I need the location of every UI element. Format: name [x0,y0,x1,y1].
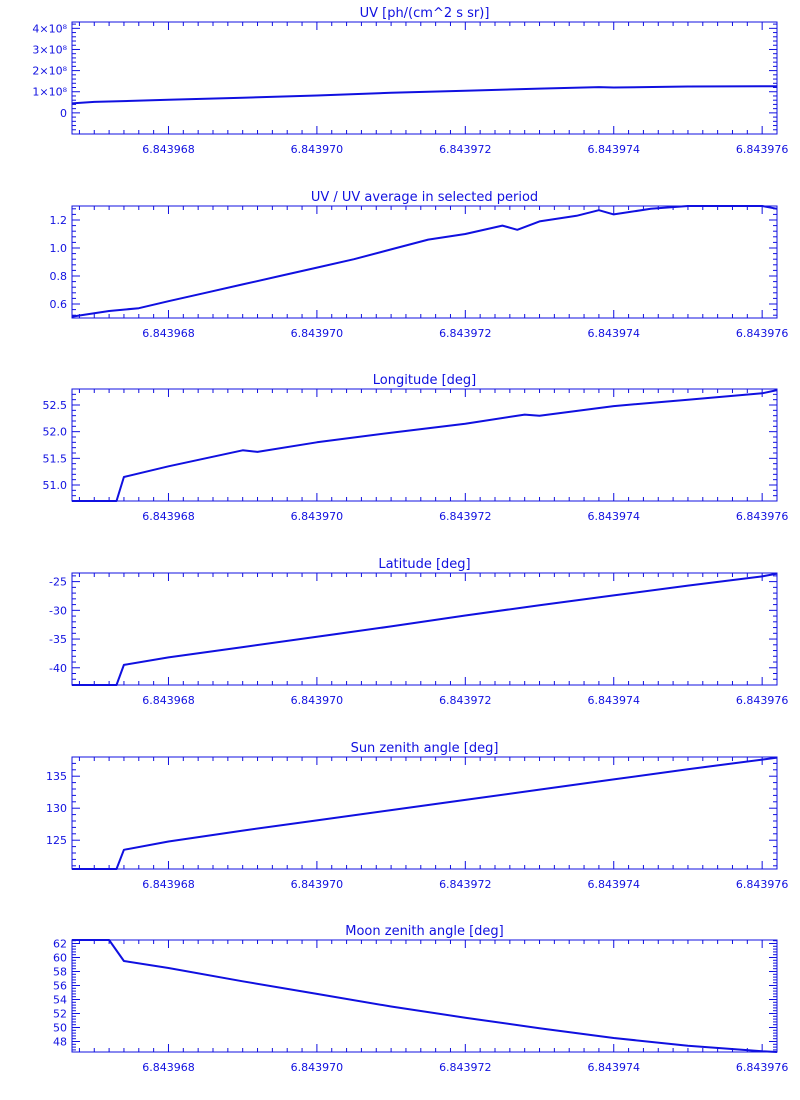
y-tick-label: -35 [49,633,67,646]
x-tick-label: 6.843968 [142,510,195,523]
y-tick-label: -30 [49,604,67,617]
x-tick-label: 6.843968 [142,694,195,707]
y-tick-label: -25 [49,576,67,589]
series-line-1 [71,85,777,105]
y-tick-label: 52.0 [43,426,68,439]
chart-title: Moon zenith angle [deg] [345,924,503,939]
chart-title: UV / UV average in selected period [311,190,538,205]
chart-title: Latitude [deg] [378,557,470,572]
chart-title: UV [ph/(cm^2 s sr)] [360,6,490,21]
y-tick-label: 135 [46,770,67,783]
y-tick-label: 52.5 [43,399,68,412]
x-tick-label: 6.843974 [587,694,640,707]
x-tick-label: 6.843970 [291,878,344,891]
y-tick-label: -40 [49,662,67,675]
chart-title: Sun zenith angle [deg] [351,741,499,756]
x-tick-label: 6.843974 [587,878,640,891]
y-tick-label: 48 [53,1036,67,1049]
y-tick-label: 4×10⁸ [32,22,67,35]
series-line-1 [72,756,778,870]
x-tick-label: 6.843976 [736,327,789,340]
plot-frame [71,572,778,686]
plot-frame [71,756,778,870]
y-tick-label: 3×10⁸ [32,43,67,56]
y-tick-label: 130 [46,802,67,815]
y-tick-label: 1.0 [50,242,68,255]
y-tick-label: 51.5 [43,452,68,465]
x-tick-label: 6.843972 [439,694,492,707]
x-tick-label: 6.843976 [736,878,789,891]
x-tick-label: 6.843970 [291,143,344,156]
y-tick-label: 1×10⁸ [32,86,67,99]
x-tick-label: 6.843974 [587,327,640,340]
plot-frame [71,21,778,135]
x-tick-label: 6.843976 [736,143,789,156]
x-tick-label: 6.843972 [439,143,492,156]
x-tick-label: 6.843970 [291,1061,344,1074]
y-tick-label: 56 [53,980,67,993]
x-tick-label: 6.843972 [439,327,492,340]
x-tick-label: 6.843976 [736,510,789,523]
plot-frame [71,939,778,1053]
y-tick-label: 1.2 [50,214,68,227]
x-tick-label: 6.843970 [291,327,344,340]
x-tick-label: 6.843968 [142,1061,195,1074]
y-tick-label: 52 [53,1008,67,1021]
x-tick-label: 6.843974 [587,143,640,156]
chart-panel-1: UV [ph/(cm^2 s sr)] 6.843968 6.843970 6.843… [32,6,788,156]
chart-panel-3: Longitude [deg] 6.843968 6.843970 6.843972 6… [43,373,789,523]
series-line-1 [72,939,778,1053]
y-tick-label: 51.0 [43,479,68,492]
chart-title: Longitude [deg] [373,373,476,388]
plot-frame [71,388,778,502]
chart-panel-6: Moon zenith angle [deg] 6.843968 6.843970 6… [53,924,788,1074]
x-tick-label: 6.843968 [142,143,195,156]
y-tick-label: 60 [53,952,67,965]
series-line-1 [72,389,778,502]
x-tick-label: 6.843972 [439,510,492,523]
y-tick-label: 62 [53,938,67,951]
series-line-1 [72,572,778,686]
y-tick-label: 58 [53,966,67,979]
x-tick-label: 6.843970 [291,694,344,707]
chart-panel-4: Latitude [deg] 6.843968 6.843970 6.843972 6.… [49,557,788,707]
x-tick-label: 6.843974 [587,1061,640,1074]
y-tick-label: 125 [46,834,67,847]
x-tick-label: 6.843976 [736,694,789,707]
plot-frame [71,205,778,319]
y-tick-label: 54 [53,994,67,1007]
series-line-1 [71,205,778,318]
chart-panel-5: Sun zenith angle [deg] 6.843968 6.843970 6.… [46,741,788,891]
y-tick-label: 2×10⁸ [32,65,67,78]
x-tick-label: 6.843974 [587,510,640,523]
y-tick-label: 0.6 [50,298,68,311]
y-tick-label: 50 [53,1022,67,1035]
y-tick-label: 0 [60,107,67,120]
chart-panel-2: UV / UV average in selected period 6.8439… [50,190,789,340]
x-tick-label: 6.843970 [291,510,344,523]
y-tick-label: 0.8 [50,270,68,283]
x-tick-label: 6.843972 [439,878,492,891]
x-tick-label: 6.843968 [142,878,195,891]
x-tick-label: 6.843972 [439,1061,492,1074]
x-tick-label: 6.843976 [736,1061,789,1074]
x-tick-label: 6.843968 [142,327,195,340]
